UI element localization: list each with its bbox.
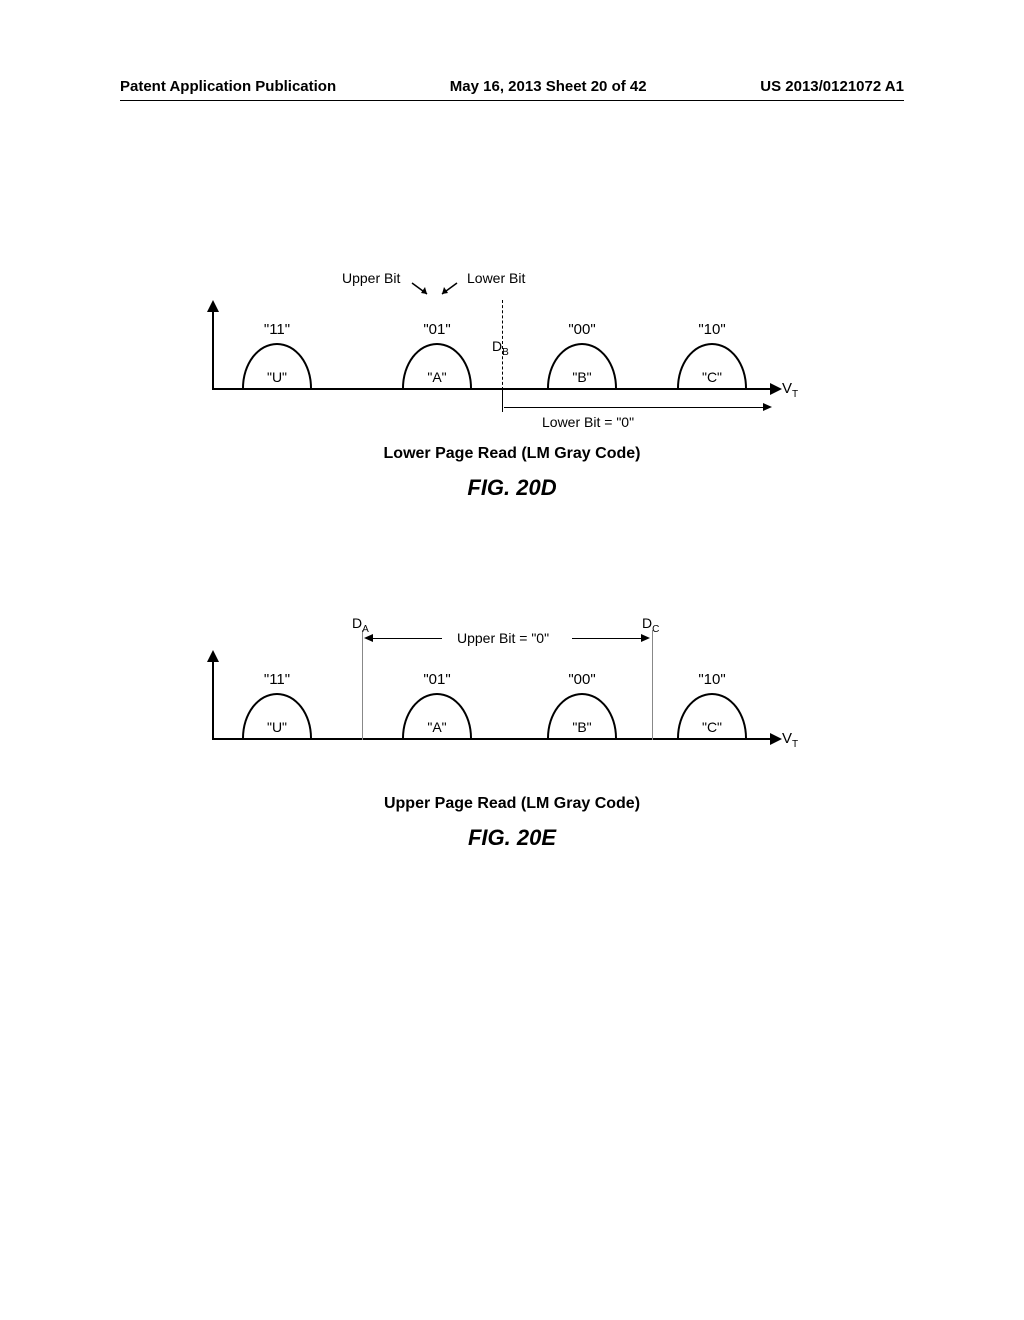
state-label-a: "A" <box>402 719 472 735</box>
y-axis <box>212 660 214 740</box>
divider-da <box>362 630 363 740</box>
upper-bit-range-label: Upper Bit = "0" <box>457 630 549 646</box>
header-rule <box>120 100 904 101</box>
code-label-10: "10" <box>677 321 747 338</box>
lower-bit-range-label: Lower Bit = "0" <box>542 414 634 430</box>
lower-bit-range-arrow <box>504 407 764 408</box>
chart-20d: VT Upper Bit Lower Bit "U" "A" "B" "C" "… <box>212 290 812 430</box>
fig-label-20d: FIG. 20D <box>0 475 1024 501</box>
code-label-11: "11" <box>242 671 312 688</box>
code-label-10: "10" <box>677 671 747 688</box>
upper-bit-label: Upper Bit <box>342 270 400 286</box>
state-label-u: "U" <box>242 369 312 385</box>
state-label-b: "B" <box>547 369 617 385</box>
chart-20e: VT "U" "A" "B" "C" "11" "01" "00" "10" D… <box>212 640 812 780</box>
lower-bit-label: Lower Bit <box>467 270 525 286</box>
state-label-c: "C" <box>677 369 747 385</box>
state-label-a: "A" <box>402 369 472 385</box>
code-label-00: "00" <box>547 321 617 338</box>
upper-bit-range-arrow-left <box>372 638 442 639</box>
vt-label: VT <box>782 380 798 400</box>
bit-pointer-arrows <box>407 280 462 300</box>
figure-20e: VT "U" "A" "B" "C" "11" "01" "00" "10" D… <box>0 640 1024 851</box>
x-axis <box>212 388 772 390</box>
state-label-b: "B" <box>547 719 617 735</box>
figure-20d: VT Upper Bit Lower Bit "U" "A" "B" "C" "… <box>0 290 1024 501</box>
fig-label-20e: FIG. 20E <box>0 825 1024 851</box>
x-axis <box>212 738 772 740</box>
divider-dc-label: DC <box>642 615 659 635</box>
header-right: US 2013/0121072 A1 <box>760 78 904 95</box>
code-label-01: "01" <box>402 671 472 688</box>
vt-label: VT <box>782 730 798 750</box>
y-axis <box>212 310 214 390</box>
code-label-00: "00" <box>547 671 617 688</box>
state-label-c: "C" <box>677 719 747 735</box>
page-header: Patent Application Publication May 16, 2… <box>0 78 1024 95</box>
divider-da-label: DA <box>352 615 369 635</box>
code-label-01: "01" <box>402 321 472 338</box>
caption-20d: Lower Page Read (LM Gray Code) <box>0 445 1024 463</box>
divider-dc <box>652 630 653 740</box>
lower-bit-range-start-tick <box>502 390 503 412</box>
code-label-11: "11" <box>242 321 312 338</box>
header-left: Patent Application Publication <box>120 78 336 95</box>
caption-20e: Upper Page Read (LM Gray Code) <box>0 795 1024 813</box>
divider-db-label: DB <box>492 338 509 358</box>
upper-bit-range-arrow-right <box>572 638 642 639</box>
header-center: May 16, 2013 Sheet 20 of 42 <box>450 78 647 95</box>
state-label-u: "U" <box>242 719 312 735</box>
